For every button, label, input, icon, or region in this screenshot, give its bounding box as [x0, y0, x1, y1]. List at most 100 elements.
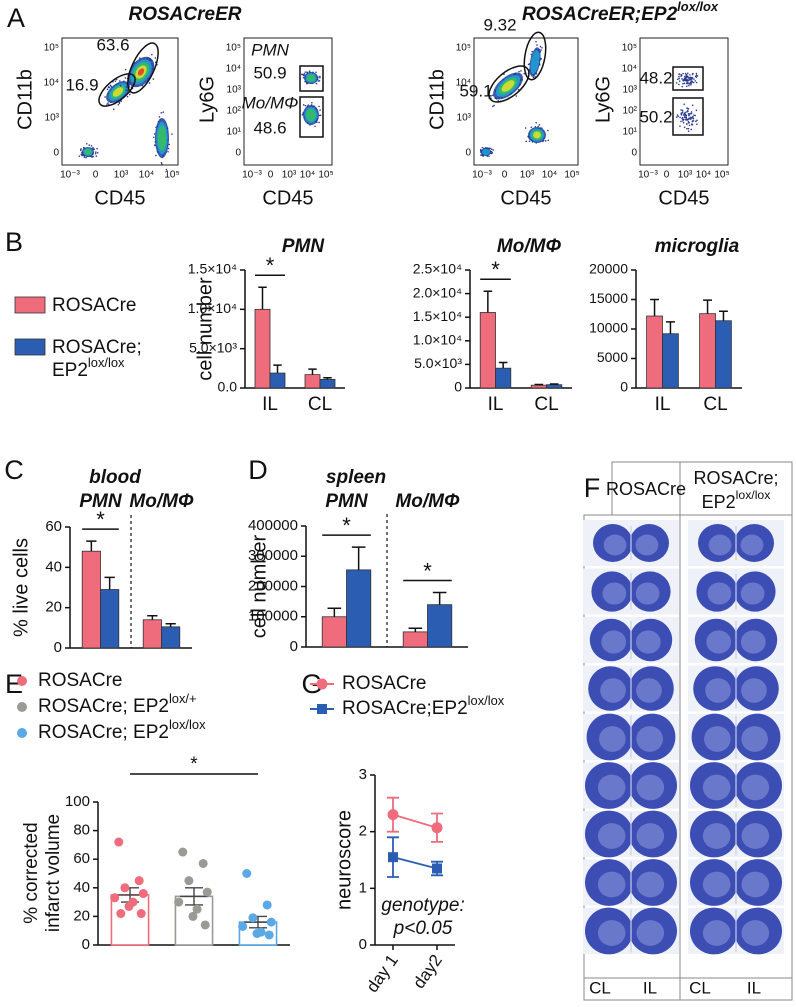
- y-tick-label: 10⁵: [44, 43, 59, 54]
- white-matter: [707, 582, 732, 605]
- event-dot: [112, 108, 115, 111]
- white-matter: [706, 630, 732, 654]
- data-point: [266, 917, 276, 927]
- axis-label: cell number: [194, 277, 216, 381]
- x-tick-label: 10⁵: [714, 170, 729, 181]
- gate-value: 50.2: [639, 107, 672, 126]
- rotated-group: neuroscore: [333, 810, 355, 910]
- bar: [699, 313, 716, 389]
- event-dot: [686, 79, 689, 81]
- error-bar: [86, 540, 97, 552]
- brain-section: [688, 665, 784, 712]
- event-dot: [520, 70, 522, 72]
- event-dot: [318, 105, 320, 108]
- white-matter: [635, 582, 660, 605]
- event-dot: [683, 126, 686, 129]
- legend-label-sup: lox/lox: [88, 355, 125, 370]
- white-matter: [636, 678, 662, 703]
- white-matter: [635, 630, 661, 654]
- event-dot: [490, 150, 493, 153]
- bar: [319, 378, 336, 389]
- brain-section: [583, 713, 679, 761]
- event-dot: [690, 82, 692, 84]
- axis-label: infarct volume: [43, 814, 64, 932]
- y-tick-label: 5.0×10³: [189, 339, 237, 355]
- error-bar: [703, 299, 713, 314]
- bar: [402, 631, 428, 648]
- error-bar: [549, 383, 559, 385]
- flow-title: ROSACreER: [129, 4, 242, 25]
- event-dot: [544, 140, 547, 142]
- white-matter: [741, 726, 768, 752]
- event-dot: [119, 84, 122, 87]
- y-tick-label: 60: [73, 850, 90, 867]
- y-tick-label: 1.5×10⁴: [413, 308, 462, 324]
- event-dot: [685, 114, 688, 117]
- event-dot: [319, 76, 321, 79]
- brain-section: [583, 568, 679, 615]
- event-dot: [489, 147, 491, 150]
- event-dot: [318, 121, 320, 124]
- bar: [161, 626, 181, 649]
- event-dot: [684, 118, 687, 121]
- y-tick-label: 10²: [227, 106, 242, 117]
- event-dot: [692, 81, 695, 84]
- event-dot: [525, 140, 528, 143]
- event-dot: [492, 105, 494, 108]
- event-dot: [683, 115, 686, 118]
- x-tick-label: 10⁵: [164, 170, 179, 181]
- y-tick-label: 300000: [248, 547, 298, 564]
- legend-label: ROSACre: [342, 673, 426, 694]
- event-dot: [162, 111, 165, 114]
- event-dot: [110, 85, 112, 88]
- bar: [715, 320, 732, 389]
- event-dot: [677, 78, 679, 81]
- marker: [317, 704, 327, 714]
- footer-label: IL: [747, 978, 761, 997]
- event-dot: [682, 79, 684, 81]
- event-dot: [304, 71, 307, 73]
- white-matter: [705, 678, 731, 703]
- error-bar: [273, 364, 282, 374]
- event-dot: [536, 44, 538, 46]
- marker: [431, 822, 443, 834]
- density: [112, 87, 124, 97]
- y-tick-label: 20: [73, 907, 90, 924]
- legend-label: ROSACre: [52, 295, 136, 316]
- brain-section: [688, 762, 784, 809]
- white-matter: [702, 774, 731, 801]
- event-dot: [535, 121, 537, 124]
- event-dot: [95, 151, 97, 153]
- event-dot: [86, 142, 88, 145]
- y-tick-label: 15000: [589, 290, 628, 306]
- event-dot: [153, 144, 156, 146]
- event-dot: [690, 111, 693, 113]
- event-dot: [682, 121, 685, 124]
- event-dot: [689, 116, 692, 119]
- gate: [127, 42, 159, 94]
- bar: [479, 312, 496, 389]
- event-dot: [685, 82, 688, 85]
- legend-swatch: [14, 338, 46, 356]
- legend-label: ROSACre;EP2: [342, 698, 468, 719]
- event-dot: [681, 85, 684, 88]
- data-point: [178, 847, 188, 857]
- brain-section: [688, 520, 784, 566]
- x-tick-label: 10⁵: [318, 170, 333, 181]
- event-dot: [531, 50, 533, 53]
- event-dot: [687, 108, 690, 110]
- error-bar: [165, 623, 176, 627]
- event-dot: [151, 53, 153, 56]
- event-dot: [118, 101, 121, 104]
- y-tick-label: 10³: [45, 113, 60, 124]
- x-tick-label: CL: [703, 394, 727, 415]
- y-tick-label: 0: [235, 148, 241, 159]
- column-header: ROSACre: [606, 479, 686, 499]
- y-tick-label: 10³: [227, 85, 242, 96]
- gate-value: 48.2: [639, 68, 672, 87]
- event-dot: [678, 77, 681, 80]
- event-dot: [540, 49, 542, 51]
- event-dot: [125, 89, 127, 91]
- event-dot: [303, 73, 306, 75]
- marker: [432, 863, 442, 874]
